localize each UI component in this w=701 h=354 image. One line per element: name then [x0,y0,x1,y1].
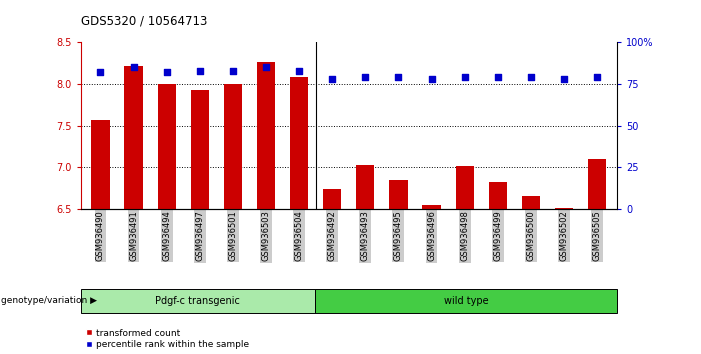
Text: GDS5320 / 10564713: GDS5320 / 10564713 [81,14,207,27]
Point [128,64,139,70]
Bar [125,66,143,209]
Bar [423,205,441,209]
Legend: transformed count, percentile rank within the sample: transformed count, percentile rank withi… [85,329,249,349]
Point [492,75,503,80]
Point [227,68,238,74]
Bar [389,180,407,209]
Point [260,64,271,70]
Point [459,75,470,80]
Point [558,76,569,82]
Point [525,75,536,80]
Bar [554,208,573,209]
Point [294,68,305,74]
Text: wild type: wild type [444,296,489,306]
Bar [315,289,617,313]
Bar [257,62,275,209]
Point [327,76,338,82]
Bar [91,120,109,209]
Bar [158,84,176,209]
Point [161,70,172,75]
Bar [224,84,242,209]
Bar [489,182,507,209]
Bar [290,76,308,209]
Point [194,68,205,74]
Bar [323,189,341,209]
Point [95,70,106,75]
Bar [522,196,540,209]
Bar [588,159,606,209]
Point [592,75,603,80]
Point [426,76,437,82]
Point [360,75,371,80]
Bar [81,289,315,313]
Bar [356,165,374,209]
Bar [456,166,474,209]
Bar [191,90,209,209]
Point [393,75,404,80]
Text: genotype/variation ▶: genotype/variation ▶ [1,296,97,306]
Text: Pdgf-c transgenic: Pdgf-c transgenic [156,296,240,306]
